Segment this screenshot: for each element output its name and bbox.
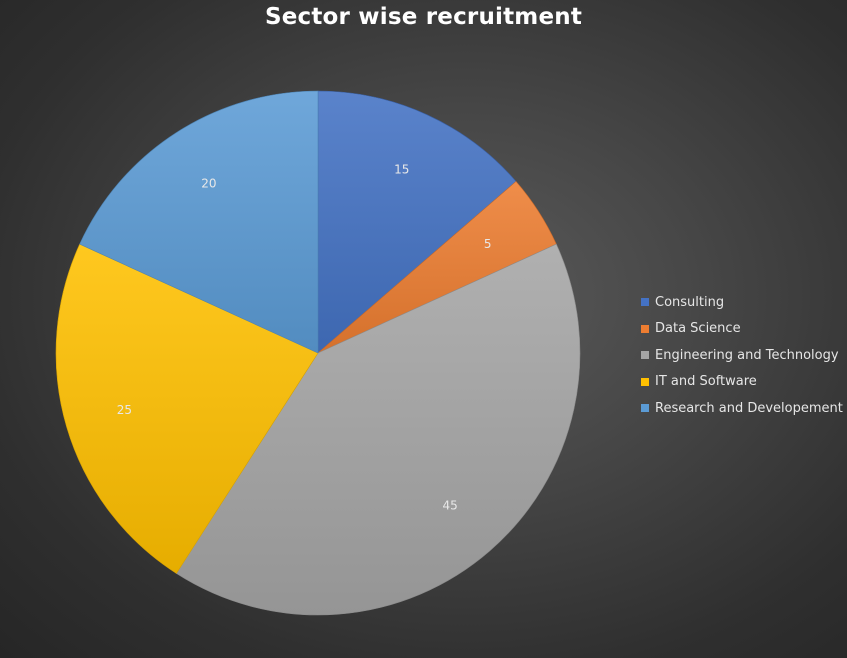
legend-label-engineering-and-technology: Engineering and Technology [655,347,839,363]
legend-label-consulting: Consulting [655,294,725,310]
data-label-data-science: 5 [484,237,492,251]
legend-label-it-and-software: IT and Software [655,374,757,390]
legend-item-research-and-developement: Research and Developement [641,395,843,422]
data-label-research-and-developement: 20 [201,176,216,190]
data-label-engineering-and-technology: 45 [442,499,457,513]
legend-item-consulting: Consulting [641,289,841,316]
data-label-consulting: 15 [394,163,409,177]
legend-item-engineering-and-technology: Engineering and Technology [641,342,841,369]
legend-label-research-and-developement: Research and Developement [655,400,843,416]
legend-swatch-data-science [641,324,649,333]
legend-swatch-consulting [641,298,649,307]
legend-label-data-science: Data Science [655,321,741,337]
legend-item-it-and-software: IT and Software [641,369,841,396]
chart-legend: Consulting Data Science Engineering and … [641,289,843,422]
pie-slice-it-and-software [55,243,319,574]
pie-slice-engineering-and-technology [175,243,581,616]
data-label-it-and-software: 25 [117,403,132,417]
pie-slice-research-and-developement [79,90,319,354]
legend-swatch-engineering-and-technology [641,351,649,360]
chart-title: Sector wise recruitment [264,4,583,30]
pie-slice-consulting [317,90,517,354]
legend-swatch-research-and-developement [641,404,649,413]
legend-swatch-it-and-software [641,377,649,386]
legend-item-data-science: Data Science [641,316,841,343]
